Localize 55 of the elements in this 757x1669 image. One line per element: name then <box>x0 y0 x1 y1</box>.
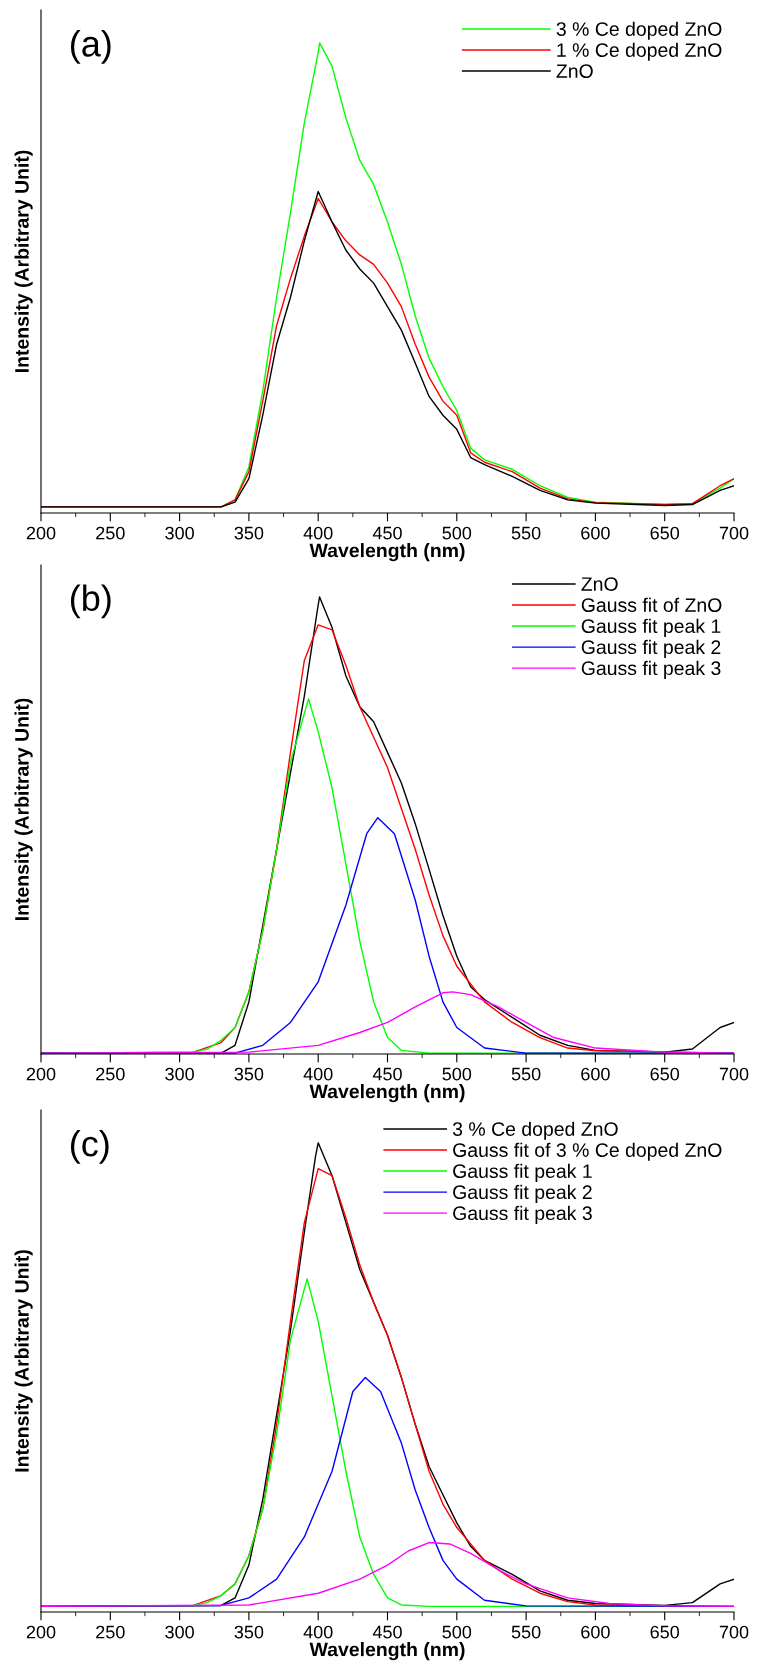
x-tick-label: 550 <box>511 526 541 540</box>
x-tick-label: 300 <box>165 1625 194 1639</box>
x-tick-label: 250 <box>96 1067 125 1081</box>
x-tick-label: 700 <box>719 1625 749 1639</box>
x-tick-label: 350 <box>234 1625 264 1639</box>
x-tick-label: 250 <box>96 1625 125 1639</box>
x-tick-label: 700 <box>719 526 749 540</box>
legend-label: Gauss fit peak 2 <box>581 639 721 658</box>
x-tick-label: 600 <box>581 1067 610 1081</box>
legend-label: Gauss fit peak 1 <box>581 618 721 637</box>
x-tick-label: 300 <box>165 526 194 540</box>
x-tick-label: 500 <box>442 1067 472 1081</box>
x-axis-title: Wavelength (nm) <box>309 1642 465 1661</box>
legend-label: ZnO <box>581 577 618 591</box>
chart-title: (b) <box>70 584 111 619</box>
x-tick-label: 550 <box>511 1067 541 1081</box>
y-axis-title: Intensity (Arbitrary Unit) <box>14 698 33 921</box>
x-tick-label: 650 <box>650 526 680 540</box>
x-tick-label: 250 <box>96 526 125 540</box>
x-tick-label: 600 <box>581 1625 610 1639</box>
x-tick-label: 700 <box>719 1067 749 1081</box>
x-tick-label: 200 <box>26 1067 56 1081</box>
chart-title: (a) <box>70 30 111 64</box>
legend-label: ZnO <box>556 64 593 79</box>
x-tick-label: 500 <box>442 526 472 540</box>
x-tick-label: 550 <box>511 1625 541 1639</box>
legend-label: Gauss fit of ZnO <box>581 597 722 612</box>
legend-label: 3 % Ce doped ZnO <box>452 1121 618 1140</box>
x-axis-title: Wavelength (nm) <box>309 543 465 562</box>
chart-title: (c) <box>70 1130 109 1164</box>
x-tick-label: 350 <box>234 526 264 540</box>
y-axis-title: Intensity (Arbitrary Unit) <box>14 1250 33 1472</box>
x-tick-label: 400 <box>303 1625 333 1639</box>
legend-label: 3 % Ce doped ZnO <box>556 21 722 40</box>
x-tick-label: 600 <box>581 526 610 540</box>
y-axis-title: Intensity (Arbitrary Unit) <box>14 150 33 373</box>
legend-label: Gauss fit peak 1 <box>453 1163 592 1182</box>
legend-label: Gauss fit peak 3 <box>581 660 721 679</box>
x-tick-label: 300 <box>165 1067 194 1081</box>
legend-label: Gauss fit peak 2 <box>453 1184 592 1203</box>
x-tick-label: 350 <box>234 1067 264 1081</box>
x-tick-label: 450 <box>372 526 402 540</box>
legend-label: Gauss fit peak 3 <box>453 1205 592 1224</box>
x-tick-label: 450 <box>372 1067 402 1081</box>
x-tick-label: 450 <box>372 1625 402 1639</box>
x-tick-label: 500 <box>442 1625 472 1639</box>
x-tick-label: 200 <box>26 526 56 540</box>
legend-label: Gauss fit of 3 % Ce doped ZnO <box>453 1142 722 1161</box>
x-tick-label: 650 <box>650 1625 680 1639</box>
x-tick-label: 650 <box>650 1067 680 1081</box>
legend-label: 1 % Ce doped ZnO <box>557 42 722 61</box>
x-tick-label: 400 <box>303 1067 333 1081</box>
x-tick-label: 400 <box>303 526 333 540</box>
x-tick-label: 200 <box>26 1625 56 1639</box>
x-axis-title: Wavelength (nm) <box>309 1084 465 1103</box>
